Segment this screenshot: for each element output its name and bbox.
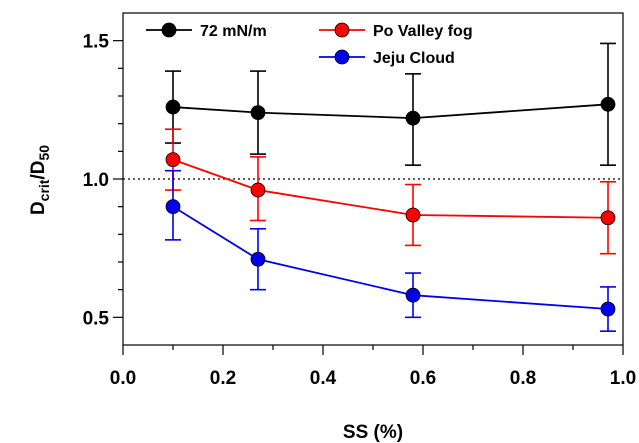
legend-label: Jeju Cloud [373,50,455,67]
legend-swatch-marker [334,49,350,65]
legend-item-2: Jeju Cloud [319,49,455,67]
chart-series-layer [165,42,616,332]
x-tick-label: 0.2 [210,368,236,389]
x-tick-label: 0.6 [410,368,436,389]
legend-label: 72 mN/m [200,23,267,40]
y-tick-label: 1.0 [83,170,109,191]
series-2 [165,169,616,332]
data-point [600,210,616,226]
series-line [172,205,609,310]
series-0 [165,42,616,166]
x-tick-label: 0.0 [110,368,136,389]
series-1 [165,128,616,255]
y-axis-title-sub1: crit [36,179,52,201]
data-point [405,287,421,303]
legend-item-1: Po Valley fog [319,22,473,40]
data-point [250,182,266,198]
data-point [600,301,616,317]
x-axis-title: SS (%) [343,422,403,443]
legend-swatch-marker [161,22,177,38]
data-point [250,251,266,267]
y-axis-title-base: D [28,201,49,215]
data-point [600,96,616,112]
tick-layer: 0.0 0.2 0.4 0.6 0.8 1.0 0.5 1.0 1.5 [83,32,637,389]
series-line [172,103,609,120]
legend-swatch-marker [334,22,350,38]
y-axis-title-sub2: 50 [36,145,52,161]
data-point [165,99,181,115]
y-axis-title-mid: /D [28,161,49,180]
data-point [165,152,181,168]
data-point [250,105,266,120]
data-point [405,110,421,126]
legend-item-0: 72 mN/m [146,22,267,40]
y-tick-label: 1.5 [83,32,110,53]
series-line [172,158,609,219]
legend-label: Po Valley fog [373,23,473,40]
x-tick-label: 0.8 [510,368,536,389]
x-tick-label: 1.0 [610,368,636,389]
y-tick-label: 0.5 [83,308,110,329]
legend: 72 mN/m Po Valley fog Jeju Cloud [146,22,473,67]
data-point [405,207,421,223]
data-point [165,199,181,215]
x-tick-label: 0.4 [310,368,337,389]
y-axis-title: Dcrit/D50 [28,145,52,215]
